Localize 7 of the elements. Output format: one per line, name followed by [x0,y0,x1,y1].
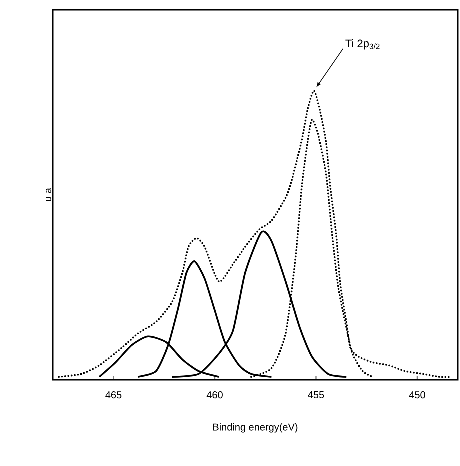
x-tick-label: 455 [308,392,324,398]
x-tick-label: 460 [206,392,223,399]
x-axis-title: Binding energy(eV) [214,423,298,433]
y-axis-title: u a [46,188,52,202]
annotation: Ti 2p$_{3/2}$ [346,39,380,50]
x-tick-label: 465 [106,392,122,399]
x-tick-label: 450 [409,392,426,399]
